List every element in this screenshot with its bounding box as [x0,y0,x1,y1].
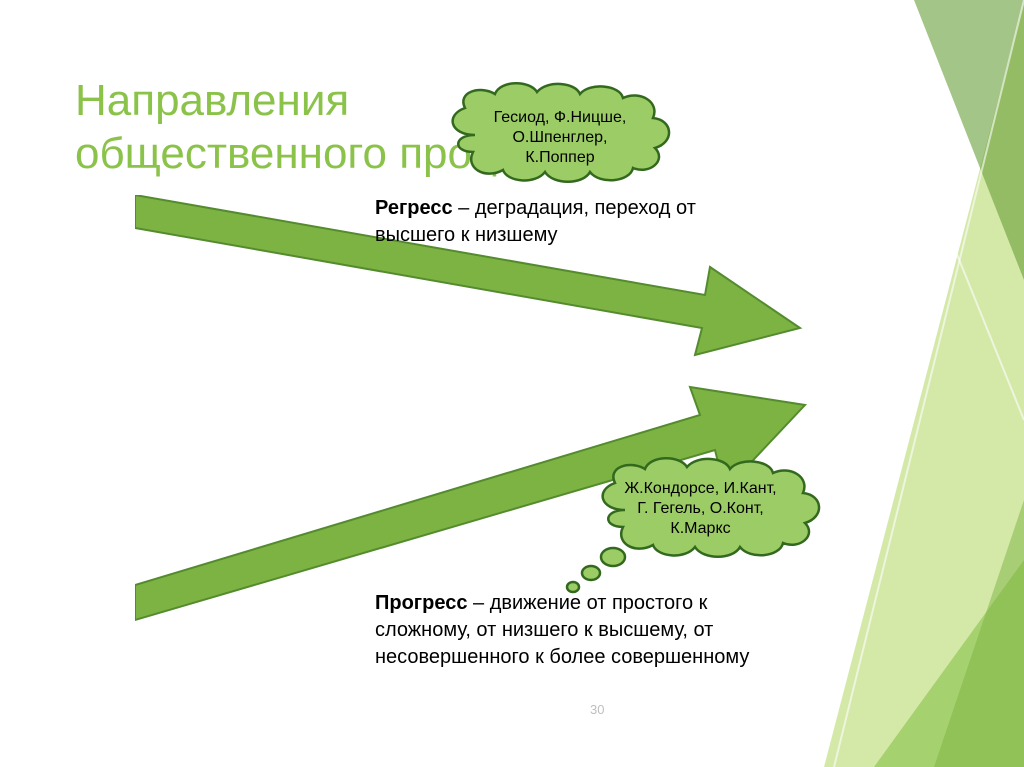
cloud-bottom-line2: Г. Гегель, О.Конт, [637,500,763,517]
cloud-regress-authors: Гесиод, Ф.Ницше, О.Шпенглер, К.Поппер [435,80,685,195]
page-number: 30 [590,702,604,717]
cloud-top-line3: К.Поппер [525,149,594,166]
cloud-progress-authors: Ж.Кондорсе, И.Кант, Г. Гегель, О.Конт, К… [555,455,845,605]
regress-text: Регресс – деградация, переход от высшего… [375,195,755,249]
cloud-bottom-line3: К.Маркс [670,520,730,537]
cloud-top-line1: Гесиод, Ф.Ницше, [494,109,627,126]
cloud-bottom-line1: Ж.Кондорсе, И.Кант, [624,480,776,497]
regress-bold: Регресс [375,197,453,219]
title-line1: Направления [75,76,349,125]
cloud-top-line2: О.Шпенглер, [512,129,607,146]
slide-container: Направления общественного процесса Регре… [0,0,1024,767]
progress-bold: Прогресс [375,592,467,614]
